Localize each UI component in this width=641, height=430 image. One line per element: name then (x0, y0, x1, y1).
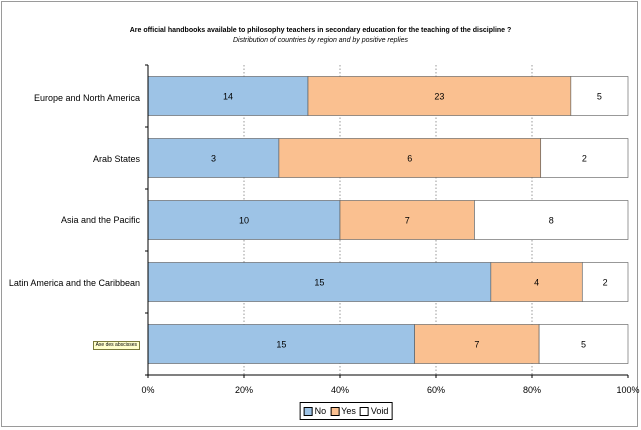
bar-yes-latin-america-and-the-caribbean (490, 262, 583, 302)
legend-item-void: Void (359, 406, 389, 416)
x-tick-label-40: 40% (330, 385, 350, 395)
x-tick-label-100: 100% (616, 385, 640, 395)
chart-title: Are official handbooks available to phil… (129, 27, 512, 34)
x-tick-label-20: 20% (234, 385, 254, 395)
legend-label-void: Void (370, 406, 389, 416)
bar-yes-arab-states (278, 138, 542, 178)
legend-label-yes: Yes (341, 406, 356, 416)
data-label-void-axe-des-abscisses: 5 (581, 340, 586, 350)
data-label-no-asia-and-the-pacific: 10 (239, 216, 249, 226)
bar-no-europe-and-north-america (147, 76, 309, 116)
bar-yes-asia-and-the-pacific (339, 200, 475, 240)
bar-yes-europe-and-north-america (307, 76, 572, 116)
data-label-void-europe-and-north-america: 5 (597, 92, 602, 102)
x-tick-label-0: 0% (141, 385, 155, 395)
x-tick-label-80: 80% (522, 385, 542, 395)
bar-no-latin-america-and-the-caribbean (147, 262, 492, 302)
legend-swatch-void (359, 406, 369, 416)
chart-subtitle: Distribution of countries by region and … (232, 37, 409, 44)
legend: No Yes Void (299, 402, 393, 420)
data-label-yes-asia-and-the-pacific: 7 (405, 216, 410, 226)
category-label-axis-tag: Axe des abscisses (92, 341, 140, 350)
legend-swatch-no (303, 406, 313, 416)
bar-no-axe-des-abscisses (147, 324, 415, 364)
data-label-yes-axe-des-abscisses: 7 (474, 340, 479, 350)
data-label-no-latin-america-and-the-caribbean: 15 (314, 278, 324, 288)
bar-void-latin-america-and-the-caribbean (581, 262, 629, 302)
data-label-yes-latin-america-and-the-caribbean: 4 (534, 278, 539, 288)
data-label-void-latin-america-and-the-caribbean: 2 (603, 278, 608, 288)
data-label-void-arab-states: 2 (582, 154, 587, 164)
bar-void-axe-des-abscisses (538, 324, 629, 364)
legend-label-no: No (314, 406, 327, 416)
legend-swatch-yes (330, 406, 340, 416)
data-label-no-axe-des-abscisses: 15 (276, 340, 286, 350)
category-label-asia-pacific: Asia and the Pacific (60, 215, 140, 225)
data-label-yes-europe-and-north-america: 23 (434, 92, 444, 102)
bar-yes-axe-des-abscisses (414, 324, 540, 364)
bar-no-arab-states (147, 138, 280, 178)
category-label-arab-states: Arab States (92, 154, 140, 164)
legend-item-no: No (303, 406, 327, 416)
data-label-void-asia-and-the-pacific: 8 (549, 216, 554, 226)
data-label-yes-arab-states: 6 (407, 154, 412, 164)
bar-void-arab-states (540, 138, 629, 178)
x-tick-label-60: 60% (426, 385, 446, 395)
data-label-no-europe-and-north-america: 14 (223, 92, 233, 102)
bar-void-asia-and-the-pacific (474, 200, 629, 240)
bar-void-europe-and-north-america (570, 76, 629, 116)
category-label-europe-north-america: Europe and North America (33, 93, 140, 103)
data-label-no-arab-states: 3 (211, 154, 216, 164)
category-label-latin-america-caribbean: Latin America and the Caribbean (8, 278, 140, 288)
legend-item-yes: Yes (330, 406, 356, 416)
